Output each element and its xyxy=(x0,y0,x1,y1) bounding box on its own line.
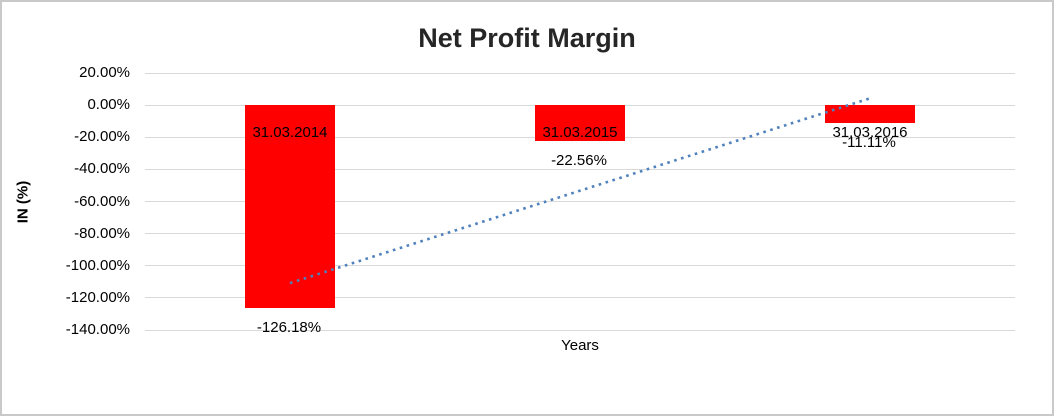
y-tick-label: -20.00% xyxy=(74,128,130,146)
category-label: 31.03.2014 xyxy=(252,124,328,142)
gridline xyxy=(145,297,1015,299)
value-label: -11.11% xyxy=(842,133,896,151)
y-tick-label: 20.00% xyxy=(79,64,130,81)
chart-title: Net Profit Margin xyxy=(418,23,636,53)
bar xyxy=(825,105,915,123)
y-tick-label: -120.00% xyxy=(65,288,130,306)
y-tick-label: -60.00% xyxy=(74,192,130,210)
y-tick-label: 0.00% xyxy=(87,96,130,114)
y-tick-label: -100.00% xyxy=(65,256,130,274)
gridline xyxy=(145,72,1015,74)
y-tick-label: -140.00% xyxy=(65,321,130,338)
gridline xyxy=(145,329,1015,331)
y-tick-label: -40.00% xyxy=(74,160,130,178)
value-label: -126.18% xyxy=(256,318,322,336)
category-label: 31.03.2015 xyxy=(542,124,618,142)
y-tick-label: -80.00% xyxy=(74,224,130,242)
x-axis-title: Years xyxy=(561,337,599,354)
value-label: -22.56% xyxy=(551,152,607,170)
